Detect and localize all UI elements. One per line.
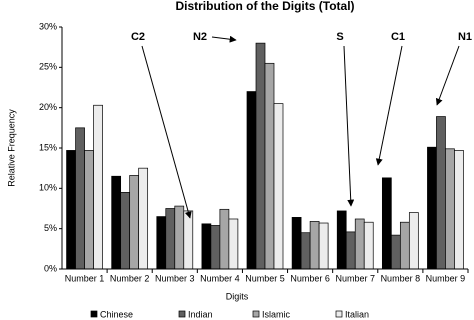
- bar: [264, 62, 275, 270]
- legend-swatch: [90, 310, 98, 318]
- x-tick-label: Number 1: [65, 273, 105, 283]
- bar: [408, 212, 419, 270]
- bar: [120, 192, 131, 270]
- legend-label: Islamic: [262, 309, 291, 319]
- annotation: C2: [131, 31, 145, 43]
- y-tick-label: 0%: [44, 263, 57, 273]
- bar: [345, 231, 356, 270]
- legend-label: Indian: [188, 309, 213, 319]
- x-tick-label: Number 8: [381, 273, 421, 283]
- annotation-arrow: [211, 35, 237, 43]
- bar: [183, 210, 194, 270]
- y-axis-label: Relative Frequency: [6, 109, 16, 187]
- bar: [354, 218, 365, 270]
- bar: [454, 150, 464, 270]
- annotation-arrow: [141, 45, 192, 219]
- annotation-arrow: [435, 45, 460, 106]
- y-tick-label: 30%: [39, 21, 57, 31]
- bar: [381, 177, 392, 270]
- legend-swatch: [252, 310, 260, 318]
- x-tick-label: Number 6: [290, 273, 330, 283]
- bar: [255, 42, 266, 270]
- x-tick-label: Number 9: [426, 273, 466, 283]
- annotation: S: [336, 31, 343, 43]
- bar: [138, 167, 149, 270]
- bar: [165, 208, 176, 270]
- x-tick-label: Number 5: [245, 273, 285, 283]
- bar: [93, 104, 103, 270]
- bar: [363, 221, 374, 270]
- bar: [291, 217, 302, 270]
- x-tick-label: Number 3: [155, 273, 195, 283]
- x-axis-label: Digits: [226, 291, 249, 301]
- bar: [427, 146, 437, 270]
- annotation-arrow: [375, 45, 403, 166]
- bar: [84, 150, 94, 270]
- bar: [228, 218, 239, 270]
- bar: [66, 150, 76, 270]
- bar: [309, 221, 320, 270]
- bar: [129, 175, 140, 270]
- y-tick-label: 5%: [44, 223, 57, 233]
- legend-label: Italian: [345, 309, 369, 319]
- y-tick-label: 20%: [39, 102, 57, 112]
- bar: [445, 148, 455, 270]
- annotation: N1: [458, 31, 472, 43]
- x-tick-label: Number 2: [110, 273, 150, 283]
- x-tick-label: Number 4: [200, 273, 240, 283]
- y-tick-label: 15%: [39, 142, 57, 152]
- bar: [399, 221, 410, 270]
- bar: [201, 223, 212, 270]
- annotation: N2: [193, 31, 207, 43]
- annotation: C1: [391, 31, 405, 43]
- bar: [111, 175, 122, 270]
- annotation-arrow: [343, 45, 355, 207]
- x-tick-label: Number 7: [335, 273, 375, 283]
- bar: [210, 225, 221, 270]
- bar: [219, 208, 230, 270]
- bar: [246, 91, 257, 270]
- bar: [75, 127, 85, 270]
- legend-swatch: [335, 310, 343, 318]
- bar: [300, 232, 311, 270]
- bar: [390, 234, 401, 270]
- legend-label: Chinese: [100, 309, 133, 319]
- bar: [174, 205, 185, 270]
- chart-title: Distribution of the Digits (Total): [175, 0, 354, 13]
- legend-swatch: [178, 310, 186, 318]
- y-tick-label: 25%: [39, 62, 57, 72]
- bar: [156, 216, 167, 270]
- bar: [318, 222, 329, 270]
- bar: [436, 116, 446, 270]
- y-tick-label: 10%: [39, 183, 57, 193]
- bar: [336, 210, 347, 270]
- bar: [273, 103, 284, 270]
